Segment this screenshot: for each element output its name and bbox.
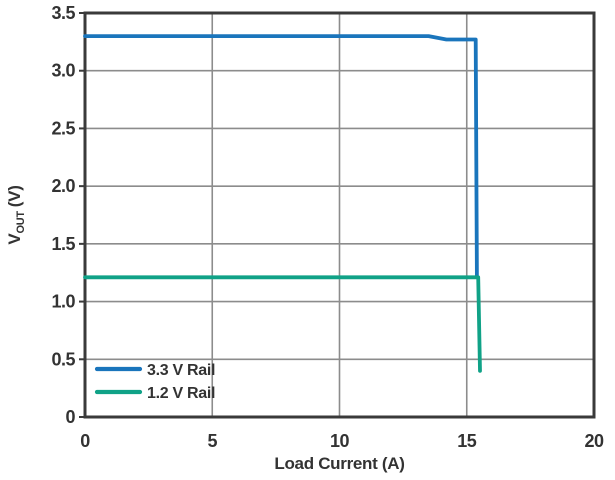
- x-tick-label: 0: [80, 431, 90, 451]
- series-line-0: [83, 34, 479, 279]
- y-axis-title-unit: (V): [5, 185, 24, 207]
- y-tick-label: 0.5: [51, 349, 75, 369]
- series-line-1: [83, 275, 482, 373]
- y-tick-label: 2.5: [51, 118, 75, 138]
- y-tick-label: 1.0: [51, 292, 75, 312]
- plot-border: [83, 11, 596, 419]
- y-tick-label: 0: [65, 407, 75, 427]
- y-axis-title-subscript: OUT: [15, 211, 27, 234]
- y-tick-label: 3.0: [51, 61, 75, 81]
- y-axis-title: VOUT (V): [5, 185, 27, 244]
- x-tick-label: 15: [457, 431, 477, 451]
- y-axis-title-main: V: [5, 233, 24, 245]
- x-tick-label: 10: [330, 431, 350, 451]
- x-axis-title: Load Current (A): [274, 454, 404, 473]
- x-tick-label: 20: [584, 431, 604, 451]
- x-tick-label: 5: [207, 431, 217, 451]
- legend-label-0: 3.3 V Rail: [147, 362, 215, 379]
- legend-label-1: 1.2 V Rail: [147, 385, 215, 402]
- y-tick-label: 3.5: [51, 3, 75, 23]
- y-tick-label: 1.5: [51, 234, 75, 254]
- y-tick-label: 2.0: [51, 176, 75, 196]
